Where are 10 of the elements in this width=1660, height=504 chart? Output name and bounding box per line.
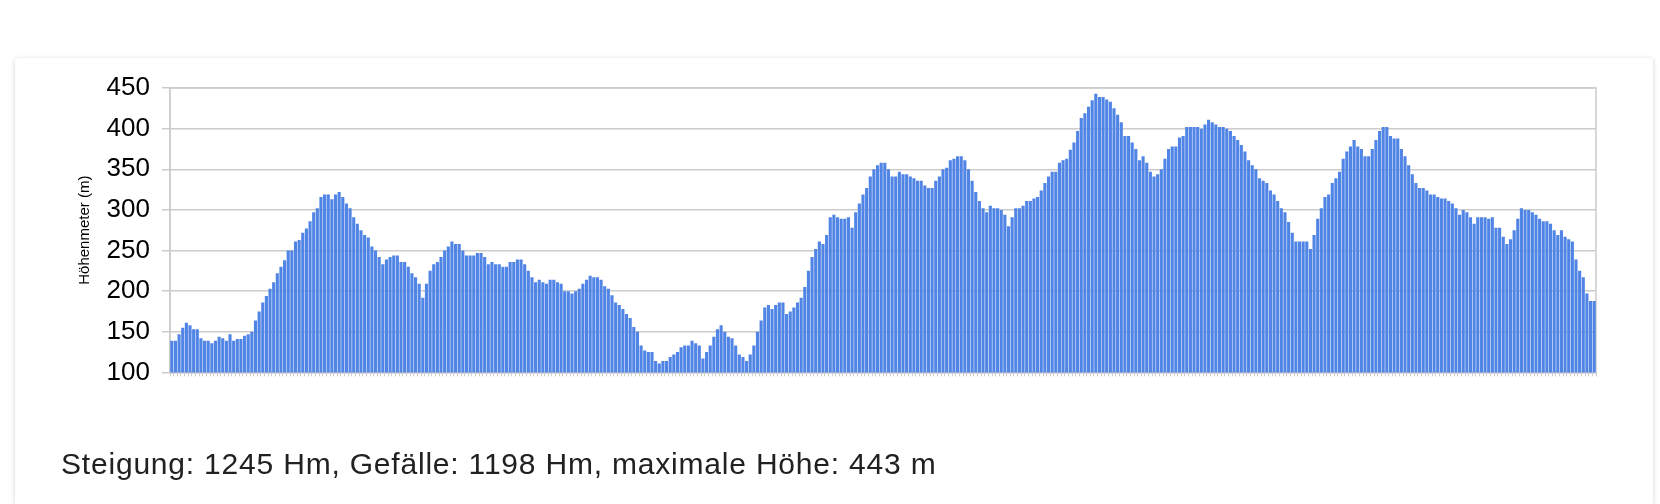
y-tick-label: 300 [106, 193, 150, 224]
y-tick-label: 200 [106, 274, 150, 305]
text: Steigung: 1245 Hm, Gefälle: 1198 Hm, maximale Höhe: 443 m [61, 447, 937, 481]
y-tick-label: 100 [106, 355, 150, 386]
y-tick-label: 250 [106, 233, 150, 264]
y-tick-label: 400 [106, 111, 150, 142]
y-tick-label: 350 [106, 152, 150, 183]
y-tick-label: 450 [106, 71, 150, 102]
y-tick-label: 150 [106, 314, 150, 345]
y-axis-title: Höhenmeter (m) [75, 175, 93, 285]
